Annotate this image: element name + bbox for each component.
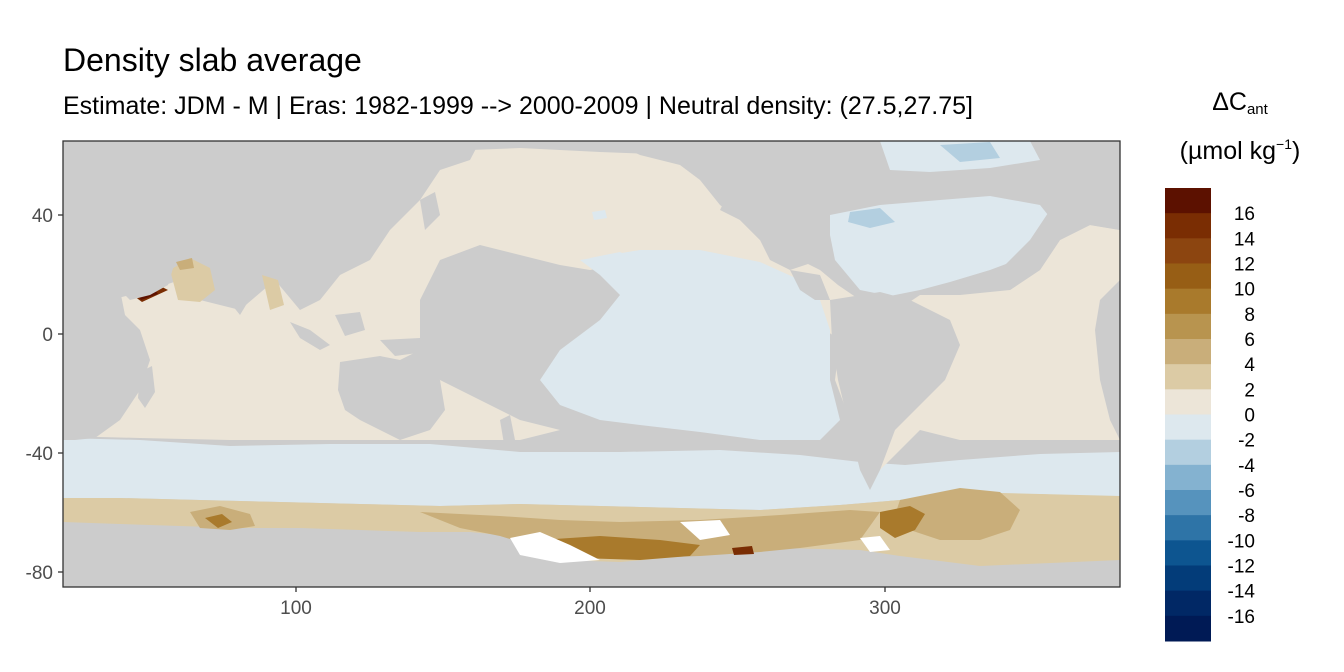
legend-color-step xyxy=(1165,364,1211,390)
legend-label: -6 xyxy=(1238,481,1255,502)
legend-label: -8 xyxy=(1238,506,1255,527)
legend-title-line2: (µmol kg−1) xyxy=(1160,136,1320,166)
legend-color-step xyxy=(1165,389,1211,415)
y-tick-label: -80 xyxy=(26,563,53,584)
legend-color-step xyxy=(1165,288,1211,315)
land-antarctica xyxy=(63,538,1120,587)
arctic-mild-negative xyxy=(940,142,1000,162)
land-north-america xyxy=(610,141,880,270)
north-atlantic-mild-negative xyxy=(848,208,895,228)
x-axis: 100 200 300 xyxy=(280,587,901,619)
land-india xyxy=(215,265,260,315)
legend-label: 14 xyxy=(1234,229,1256,250)
legend-color-step xyxy=(1165,615,1211,642)
land-borneo xyxy=(335,312,365,336)
gulf-strong xyxy=(176,258,194,270)
y-tick-label: 0 xyxy=(42,325,53,346)
ice-shelf-weddell xyxy=(860,536,890,552)
land-new-guinea xyxy=(380,338,425,356)
strong-positive-patch-3 xyxy=(205,514,232,528)
legend-label: 8 xyxy=(1244,305,1255,326)
legend-label: -12 xyxy=(1228,557,1255,578)
southern-ocean-strong-region-2 xyxy=(895,488,1020,540)
legend-labels: 16 14 12 10 8 6 4 2 0 -2 -4 -6 -8 -10 -12 -14 -16 xyxy=(1228,204,1256,628)
legend-color-step xyxy=(1165,565,1211,592)
legend-color-step xyxy=(1165,188,1211,214)
legend-color-step xyxy=(1165,439,1211,466)
tropical-pacific-negative xyxy=(590,252,640,272)
legend-label: 12 xyxy=(1234,255,1255,276)
land-arabia xyxy=(110,250,175,300)
legend-color-step xyxy=(1165,313,1211,340)
land-europe xyxy=(1000,141,1120,290)
ice-coast-1 xyxy=(680,520,730,540)
legend-color-step xyxy=(1165,540,1211,566)
land-new-zealand xyxy=(500,415,515,450)
land-west-africa xyxy=(1095,280,1120,440)
legend-unit-sup: −1 xyxy=(1276,136,1292,152)
legend-label: 16 xyxy=(1234,204,1255,225)
legend-color-step xyxy=(1165,213,1211,239)
strong-positive-patch-2 xyxy=(880,506,925,538)
legend-color-step xyxy=(1165,490,1211,516)
plot-subtitle: Estimate: JDM - M | Eras: 1982-1999 --> … xyxy=(63,92,973,120)
north-pacific-negative-dot xyxy=(592,210,607,220)
x-tick-label: 100 xyxy=(280,598,312,619)
land-africa-south xyxy=(63,275,150,440)
legend-unit-main: (µmol kg xyxy=(1179,137,1277,165)
very-strong-positive-patch xyxy=(732,546,754,555)
legend-title-sub: ant xyxy=(1246,101,1268,118)
x-tick-label: 300 xyxy=(869,598,901,619)
legend-label: 4 xyxy=(1244,355,1255,376)
legend-label: 0 xyxy=(1244,406,1255,427)
legend-color-step xyxy=(1165,414,1211,441)
map-panel xyxy=(63,141,1120,587)
legend-label: -16 xyxy=(1228,607,1255,628)
legend-color-step xyxy=(1165,263,1211,290)
legend-label: -10 xyxy=(1228,531,1255,552)
land-central-america xyxy=(790,270,830,300)
legend-label: 6 xyxy=(1244,330,1255,351)
legend-unit-end: ) xyxy=(1292,137,1301,165)
legend-color-step xyxy=(1165,464,1211,491)
land-africa xyxy=(63,141,175,280)
panel-border xyxy=(62,140,1121,588)
ice-shelf-ross xyxy=(510,532,600,563)
land-madagascar xyxy=(138,366,155,408)
land-japan xyxy=(420,192,440,230)
land-australia xyxy=(338,350,445,440)
legend-color-step xyxy=(1165,590,1211,617)
bay-of-bengal-positive xyxy=(262,275,284,310)
legend-title-main: ΔC xyxy=(1212,88,1247,116)
legend-color-step xyxy=(1165,238,1211,264)
plot-title: Density slab average xyxy=(63,42,362,78)
legend-color-step xyxy=(1165,515,1211,541)
legend-label: 10 xyxy=(1234,280,1255,301)
land-south-america xyxy=(830,292,960,490)
x-tick-label: 200 xyxy=(574,598,606,619)
y-axis: 40 0 -40 -80 xyxy=(26,206,63,584)
legend-label: -14 xyxy=(1228,582,1256,603)
legend-title-line1: ΔCant xyxy=(1160,88,1320,118)
y-tick-label: -40 xyxy=(26,444,53,465)
legend-label: -4 xyxy=(1238,456,1255,477)
legend-label: 2 xyxy=(1244,380,1255,401)
land-sumatra xyxy=(290,322,330,350)
legend-color-step xyxy=(1165,339,1211,365)
legend-label: -2 xyxy=(1238,431,1255,452)
legend-colorbar xyxy=(1165,188,1211,642)
equatorial-pacific-negative xyxy=(540,250,840,440)
y-tick-label: 40 xyxy=(32,206,53,227)
southern-ocean-negative-band xyxy=(63,438,1120,510)
